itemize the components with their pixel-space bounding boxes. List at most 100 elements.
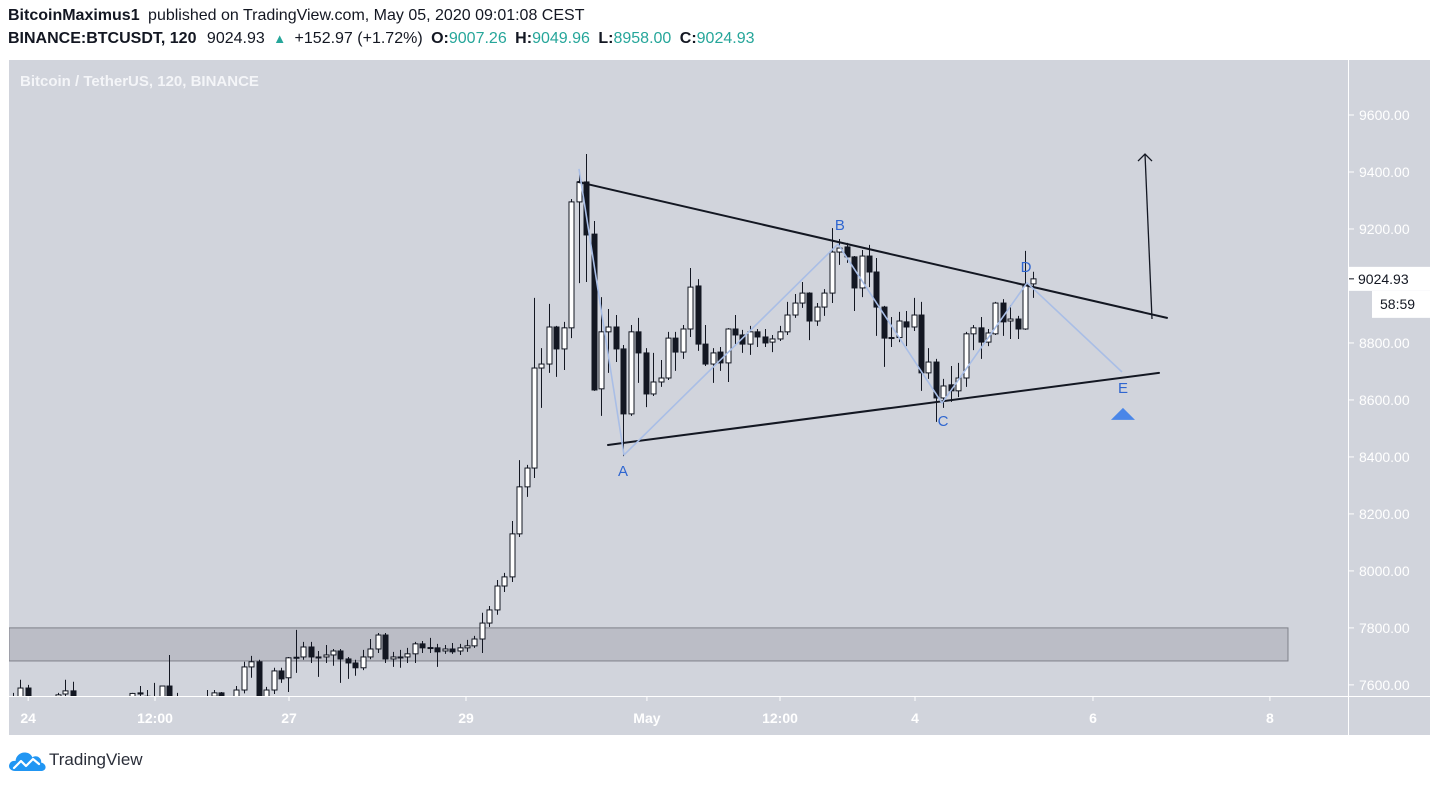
- candle: [754, 328, 761, 347]
- candle: [330, 648, 337, 666]
- candle-body-up: [464, 645, 471, 649]
- candle: [442, 644, 449, 654]
- candle: [635, 317, 642, 383]
- time-tick-label: 4: [911, 710, 919, 726]
- candle-body-up: [427, 647, 434, 650]
- candle: [769, 334, 776, 353]
- candle-body-down: [672, 337, 679, 353]
- candle: [434, 643, 441, 667]
- candle: [672, 331, 679, 371]
- candle: [345, 656, 352, 679]
- candle-body-down: [903, 321, 910, 328]
- high-label: H:: [515, 30, 533, 47]
- candle-body-down: [85, 708, 90, 711]
- candle-body-down: [933, 361, 940, 399]
- chart-pane[interactable]: A B C D E 9600.00 9400.00 9200.00 8800.00 8600.0…: [9, 60, 1430, 735]
- candle: [643, 348, 650, 408]
- candle: [561, 321, 568, 371]
- candle: [687, 268, 694, 337]
- candle: [271, 667, 278, 695]
- candle: [702, 325, 709, 367]
- candle-body-up: [970, 327, 977, 335]
- candle: [888, 317, 895, 347]
- candle: [553, 325, 560, 377]
- candle-body-up: [263, 689, 270, 696]
- candle: [531, 297, 538, 479]
- candle: [62, 679, 69, 696]
- candle: [963, 331, 970, 387]
- candle: [129, 692, 136, 696]
- candle-body-down: [873, 271, 880, 308]
- candle-body-down: [278, 670, 285, 680]
- candle: [792, 293, 799, 318]
- price-tick-label: 9200.00: [1359, 221, 1410, 237]
- candle-body-down: [78, 702, 83, 708]
- candle: [397, 649, 404, 668]
- price-tick-label: 8600.00: [1359, 392, 1410, 408]
- candle-body-up: [509, 533, 516, 578]
- tradingview-cloud-icon: [9, 752, 46, 771]
- triangle-lower-trendline: [606, 371, 1160, 446]
- candle-body-down: [695, 285, 702, 345]
- candle: [123, 699, 128, 716]
- candle-body-up: [248, 661, 255, 668]
- candle-body-up: [888, 337, 895, 340]
- candle-body-down: [182, 702, 187, 708]
- candle-body-up: [129, 692, 136, 696]
- candle: [948, 366, 955, 402]
- candle: [799, 281, 806, 308]
- candle: [248, 655, 255, 678]
- candle-body-up: [271, 670, 278, 691]
- candle: [300, 641, 307, 660]
- candle: [93, 702, 98, 722]
- candle: [762, 328, 769, 347]
- candle-body-up: [531, 367, 538, 469]
- candle-body-up: [241, 666, 248, 691]
- candle: [154, 682, 155, 696]
- candle: [285, 656, 292, 693]
- candle-body-up: [412, 643, 419, 655]
- author-name[interactable]: BitcoinMaximus1: [8, 7, 140, 24]
- time-tick-label: 12:00: [762, 710, 798, 726]
- candle-body-up: [940, 385, 947, 399]
- candle: [516, 460, 523, 537]
- up-triangle-icon: ▲: [273, 31, 287, 46]
- candle-body-down: [1015, 318, 1022, 330]
- publish-info: BitcoinMaximus1 published on TradingView…: [8, 6, 584, 26]
- candle: [427, 637, 434, 653]
- price-axis[interactable]: 9600.00 9400.00 9200.00 8800.00 8600.00 8400.…: [1348, 60, 1410, 735]
- candle: [777, 325, 784, 341]
- candle-body-up: [233, 689, 240, 696]
- tradingview-branding[interactable]: TradingView: [8, 747, 143, 773]
- chart-canvas[interactable]: A B C D E 9600.00 9400.00 9200.00 8800.00 8600.0…: [9, 60, 1430, 735]
- candle: [218, 692, 225, 696]
- candle: [241, 661, 248, 694]
- time-axis[interactable]: 24 12:00 27 29 May 12:00 4 6 8: [9, 696, 1430, 727]
- candle: [501, 572, 508, 592]
- wave-label-c: C: [938, 413, 949, 430]
- candle: [13, 692, 14, 696]
- arrow-shaft: [1144, 154, 1153, 320]
- time-tick-label: 27: [281, 710, 297, 726]
- candle: [903, 311, 910, 347]
- candle: [390, 651, 397, 667]
- candle: [509, 521, 516, 583]
- candle-body-down: [227, 699, 232, 700]
- candle-body-down: [434, 647, 441, 653]
- candle-body-up: [375, 634, 382, 650]
- candle-body-up: [538, 363, 545, 369]
- candle-body-down: [583, 181, 590, 236]
- candle-body-down: [70, 690, 77, 696]
- candle-body-down: [100, 715, 105, 719]
- candle-body-up: [799, 292, 806, 304]
- candle: [665, 331, 672, 380]
- candle: [732, 315, 739, 345]
- candle: [1015, 315, 1022, 339]
- candle-body-up: [108, 713, 113, 719]
- bar-countdown-label: 58:59: [1380, 296, 1415, 312]
- high-value: 9049.96: [532, 30, 590, 47]
- candle: [207, 690, 208, 696]
- close-label: C:: [679, 30, 697, 47]
- candle-body-up: [1030, 278, 1037, 285]
- candle: [873, 258, 880, 336]
